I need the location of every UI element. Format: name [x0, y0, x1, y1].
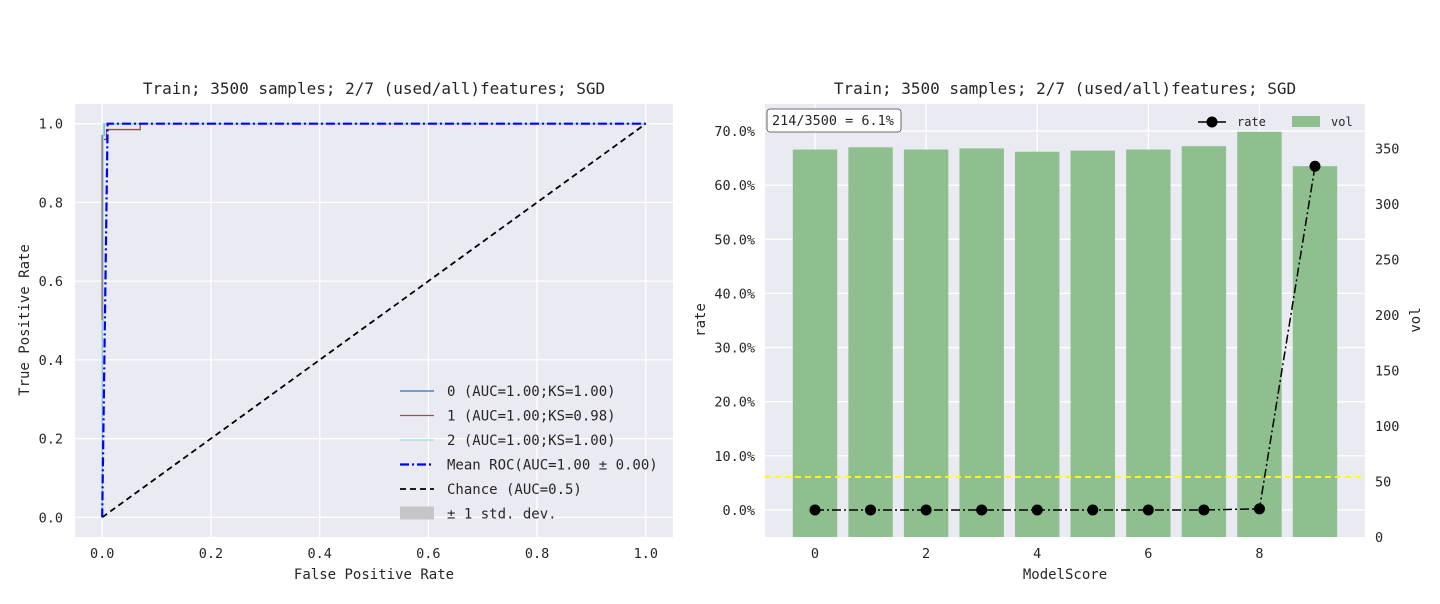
score-annotation: 214/3500 = 6.1% [772, 113, 894, 129]
roc-ylabel: True Positive Rate [17, 244, 33, 396]
roc-grid [75, 104, 673, 537]
score-ytick-label: 30.0% [714, 341, 755, 357]
score-y2tick-label: 300 [1375, 197, 1399, 213]
roc-xtick-label: 0.8 [525, 546, 549, 562]
score-rate-point [1087, 504, 1099, 516]
score-xlabel: ModelScore [1023, 567, 1107, 583]
score-y2tick-label: 0 [1375, 530, 1383, 546]
score-xtick-label: 6 [1144, 546, 1152, 562]
roc-legend-label: 0 (AUC=1.00;KS=1.00) [447, 384, 616, 400]
score-title: Train; 3500 samples; 2/7 (used/all)featu… [834, 79, 1296, 98]
score-rate-point [1031, 504, 1043, 516]
score-xtick-label: 8 [1255, 546, 1263, 562]
roc-xtick-label: 0.2 [199, 546, 223, 562]
roc-series-line [101, 123, 646, 518]
roc-legend-label: Chance (AUC=0.5) [447, 482, 582, 498]
roc-legend-band-swatch [400, 506, 434, 520]
score-y2tick-label: 50 [1375, 474, 1391, 490]
score-legend-rate-marker [1206, 116, 1218, 128]
score-y2tick-label: 250 [1375, 252, 1399, 268]
score-bar [1292, 166, 1338, 537]
score-ytick-label: 50.0% [714, 232, 755, 248]
score-ytick-label: 70.0% [714, 124, 755, 140]
roc-legend-label: 1 (AUC=1.00;KS=0.98) [447, 409, 616, 425]
roc-legend-label: Mean ROC(AUC=1.00 ± 0.00) [447, 458, 658, 474]
roc-xtick-label: 0.4 [307, 546, 331, 562]
score-bar [959, 148, 1004, 537]
score-chart: Train; 3500 samples; 2/7 (used/all)featu… [693, 79, 1424, 583]
score-bar [1237, 131, 1282, 537]
score-bars [792, 131, 1338, 538]
score-rate-point [1309, 160, 1321, 172]
score-rate-point [1198, 504, 1210, 516]
score-rate-point [809, 504, 821, 516]
roc-legend-band-label: ± 1 std. dev. [447, 507, 557, 523]
score-ytick-label: 20.0% [714, 395, 755, 411]
score-xtick-label: 4 [1033, 546, 1041, 562]
score-y2tick-label: 200 [1375, 308, 1399, 324]
score-legend-vol-label: vol [1331, 115, 1353, 129]
roc-xlabel: False Positive Rate [294, 567, 454, 583]
roc-ytick-label: 0.4 [39, 353, 63, 369]
roc-ytick-label: 1.0 [39, 117, 63, 133]
score-legend: rate vol [1198, 115, 1353, 129]
score-ytick-label: 40.0% [714, 286, 755, 302]
score-bar [1181, 146, 1227, 537]
score-ylabel: rate [693, 303, 709, 337]
roc-title: Train; 3500 samples; 2/7 (used/all)featu… [143, 79, 605, 98]
score-y2tick-label: 150 [1375, 363, 1399, 379]
score-bar [1070, 150, 1115, 537]
score-rate-point [1142, 504, 1154, 516]
score-ticks: 0 2 4 6 8 0.0% 10.0% 20.0% 30.0% 40.0% 50.0% 60.0% 7… [714, 124, 1399, 562]
score-bar [1015, 151, 1060, 537]
roc-ytick-label: 0.0 [39, 510, 63, 526]
roc-xtick-label: 1.0 [634, 546, 658, 562]
roc-ticks: 0.0 0.2 0.4 0.6 0.8 1.0 0.0 0.2 0.4 0.6 0.8 1.0 [39, 117, 658, 562]
roc-xtick-label: 0.0 [90, 546, 114, 562]
roc-ytick-label: 0.2 [39, 432, 63, 448]
score-annotation-box: 214/3500 = 6.1% [766, 108, 902, 133]
score-bar [1126, 149, 1171, 537]
roc-ytick-label: 0.6 [39, 274, 63, 290]
score-y2tick-label: 350 [1375, 141, 1399, 157]
roc-legend-label: 2 (AUC=1.00;KS=1.00) [447, 433, 616, 449]
score-ytick-label: 0.0% [722, 503, 755, 519]
score-ytick-label: 60.0% [714, 178, 755, 194]
roc-lines [101, 122, 647, 519]
roc-chart: Train; 3500 samples; 2/7 (used/all)featu… [17, 79, 673, 583]
score-rate-point [976, 504, 988, 516]
score-y2label: vol [1408, 307, 1424, 332]
score-lines [765, 160, 1365, 516]
score-bar [792, 149, 838, 537]
score-bar [903, 149, 949, 537]
roc-xtick-label: 0.6 [416, 546, 440, 562]
score-y2tick-label: 100 [1375, 419, 1399, 435]
score-xtick-label: 0 [811, 546, 819, 562]
roc-series-line [101, 122, 646, 518]
score-legend-vol-swatch [1292, 116, 1320, 127]
score-bar [848, 147, 893, 538]
score-rate-line [815, 166, 1316, 511]
score-rate-point [920, 504, 932, 516]
score-rate-point [1253, 503, 1265, 515]
roc-series-line [101, 122, 647, 519]
score-xtick-label: 2 [922, 546, 930, 562]
score-rate-point [865, 504, 877, 516]
roc-ytick-label: 0.8 [39, 195, 63, 211]
score-ytick-label: 10.0% [714, 449, 755, 465]
roc-legend: 0 (AUC=1.00;KS=1.00) 1 (AUC=1.00;KS=0.98)… [400, 384, 658, 523]
score-legend-rate-label: rate [1237, 115, 1266, 129]
